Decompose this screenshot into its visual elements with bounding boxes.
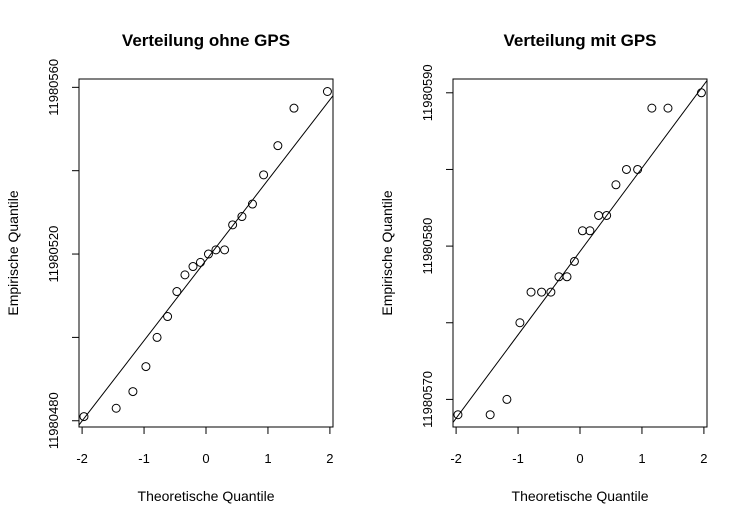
data-point [237, 212, 247, 222]
x-axis-label: Theoretische Quantile [138, 488, 275, 504]
data-point [569, 256, 579, 266]
qq-reference-line [79, 95, 333, 426]
data-point [546, 287, 556, 297]
data-point [220, 245, 230, 255]
y-tick-label: 11980520 [46, 226, 61, 283]
data-point [611, 180, 621, 190]
x-tick-label: -1 [512, 451, 524, 466]
data-point [188, 262, 198, 272]
qq-reference-line [453, 80, 707, 423]
x-tick-label: 0 [576, 451, 583, 466]
data-point [163, 312, 173, 322]
data-point [203, 249, 213, 259]
data-point [128, 387, 138, 397]
chart-title: Verteilung ohne GPS [122, 31, 290, 50]
data-point [259, 170, 269, 180]
y-tick-label: 11980480 [46, 392, 61, 449]
data-point [79, 412, 89, 422]
y-axis-label: Empirische Quantile [379, 190, 395, 315]
data-point [594, 210, 604, 220]
data-point [663, 103, 673, 113]
data-point [228, 220, 238, 230]
data-point [562, 272, 572, 282]
qq-plot-mit-gps: Verteilung mit GPS -2 -1 0 1 2 11980570 1198058… [379, 31, 708, 504]
data-point [453, 410, 463, 420]
data-point [152, 332, 162, 342]
data-point [289, 103, 299, 113]
y-tick-label: 11980570 [420, 371, 435, 428]
qq-plot-ohne-gps: Verteilung ohne GPS -2 -1 0 1 2 11980480 119805… [5, 31, 334, 504]
x-tick-label: 2 [700, 451, 707, 466]
y-tick-label: 11980560 [46, 59, 61, 116]
y-axis-label: Empirische Quantile [5, 190, 21, 315]
x-tick-label: 1 [638, 451, 645, 466]
data-point [172, 287, 182, 297]
y-tick-label: 11980590 [420, 64, 435, 121]
data-point [195, 257, 205, 267]
data-point [180, 270, 190, 280]
x-tick-label: -2 [450, 451, 462, 466]
data-point [526, 287, 536, 297]
data-point [621, 164, 631, 174]
data-point [602, 210, 612, 220]
data-point [322, 87, 332, 97]
data-point [273, 141, 283, 151]
data-point [647, 103, 657, 113]
y-tick-label: 11980580 [420, 218, 435, 275]
data-point [696, 88, 706, 98]
data-point [515, 318, 525, 328]
data-point [141, 362, 151, 372]
data-point [577, 226, 587, 236]
x-tick-label: 2 [326, 451, 333, 466]
data-point [211, 245, 221, 255]
data-point [585, 226, 595, 236]
data-point [633, 164, 643, 174]
data-point [485, 410, 495, 420]
x-tick-label: 1 [264, 451, 271, 466]
data-point [537, 287, 547, 297]
x-tick-label: 0 [202, 451, 209, 466]
chart-title: Verteilung mit GPS [503, 31, 656, 50]
x-axis-label: Theoretische Quantile [512, 488, 649, 504]
data-point [111, 403, 121, 413]
x-tick-label: -1 [138, 451, 150, 466]
x-tick-label: -2 [76, 451, 88, 466]
data-point [502, 394, 512, 404]
data-point [247, 199, 257, 209]
